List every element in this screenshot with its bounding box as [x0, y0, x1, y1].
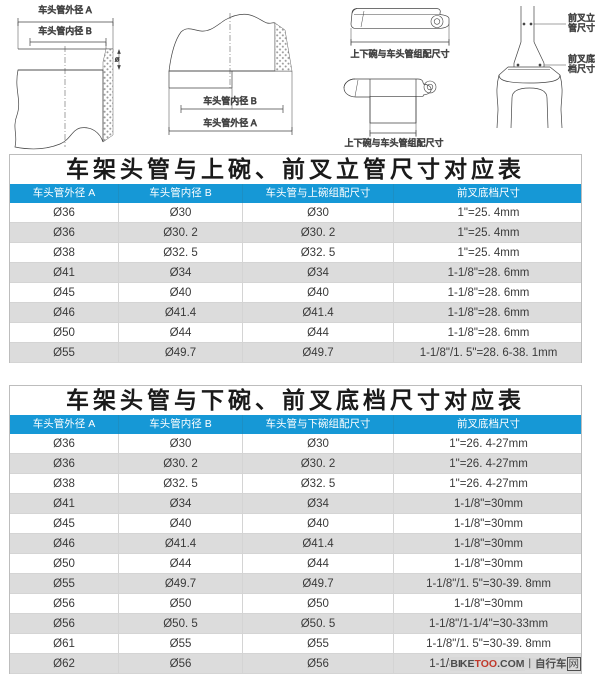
- svg-text:车头管外径 A: 车头管外径 A: [38, 4, 92, 15]
- svg-text:车头管外径 A: 车头管外径 A: [203, 117, 257, 128]
- svg-text:Ø: Ø: [115, 58, 120, 64]
- svg-text:档尺寸: 档尺寸: [568, 63, 595, 74]
- svg-text:车头管内径 B: 车头管内径 B: [38, 25, 92, 36]
- svg-text:前叉立: 前叉立: [568, 12, 595, 23]
- svg-text:上下碗与车头管组配尺寸: 上下碗与车头管组配尺寸: [344, 137, 443, 148]
- svg-text:上下碗与车头管组配尺寸: 上下碗与车头管组配尺寸: [350, 48, 449, 59]
- svg-text:车头管内径 B: 车头管内径 B: [203, 95, 257, 106]
- svg-text:管尺寸: 管尺寸: [568, 22, 595, 33]
- svg-text:前叉底: 前叉底: [568, 53, 595, 64]
